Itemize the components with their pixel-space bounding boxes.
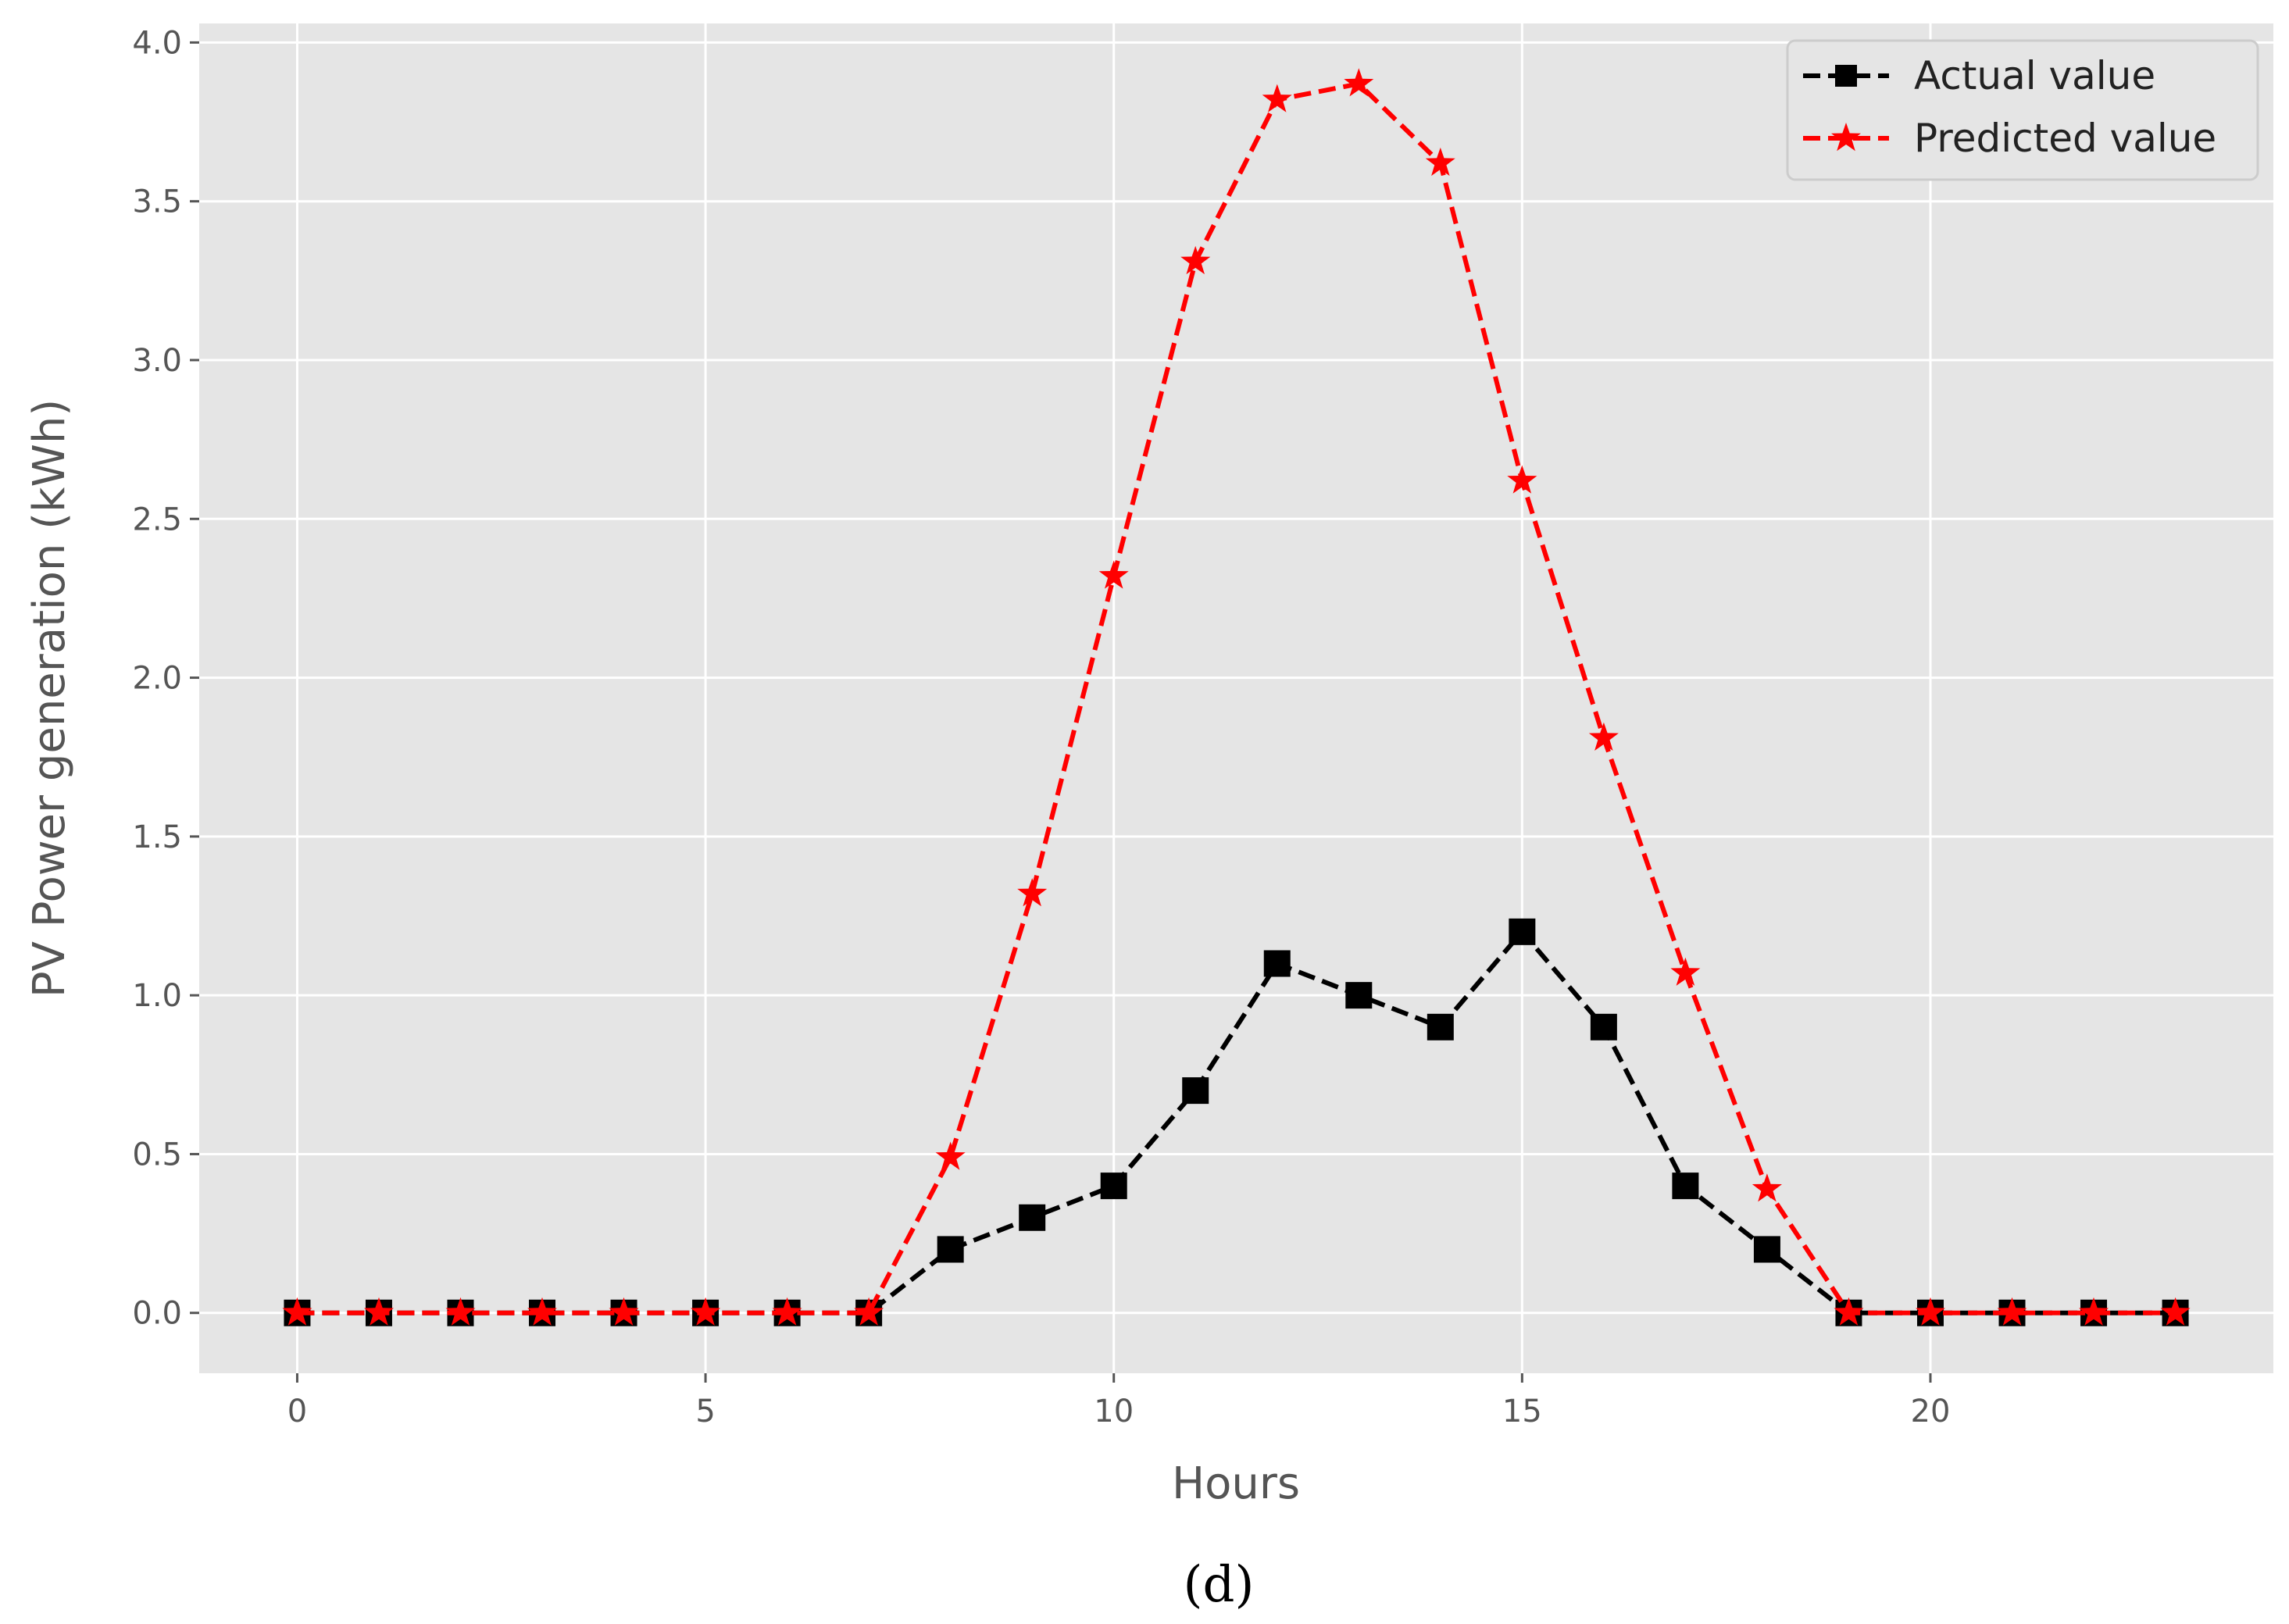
data-point [2160,1297,2191,1326]
y-tick-label: 2.5 [132,501,182,537]
data-point [1180,245,1211,275]
legend-label-actual: Actual value [1914,53,2155,98]
data-point [691,1297,721,1326]
legend: Actual value Predicted value [1786,39,2259,181]
plot-area [199,23,2273,1373]
data-point [1752,1173,1782,1202]
data-point [1263,950,1291,977]
data-point [1916,1297,1945,1326]
data-point [772,1297,802,1326]
y-tick-label: 2.0 [132,661,182,697]
data-point [1509,918,1536,945]
data-point [1425,147,1455,177]
y-tick-label: 0.5 [132,1137,182,1172]
y-tick-label: 1.5 [132,819,182,855]
x-tick-label: 5 [695,1394,715,1429]
x-tick-label: 20 [1911,1394,1951,1429]
y-axis-label: PV Power generation (kWh) [24,399,75,998]
x-axis-ticks: 0 5 10 15 20 [287,1373,1951,1429]
legend-box [1786,39,2259,181]
data-point [1670,957,1701,986]
data-point [854,1297,884,1326]
x-tick-label: 10 [1094,1394,1134,1429]
data-point [1262,84,1292,112]
legend-label-predicted: Predicted value [1914,116,2216,161]
data-point [937,1236,964,1263]
data-point [1507,465,1537,494]
data-point [1427,1013,1454,1040]
data-point [1100,1172,1127,1200]
y-tick-label: 1.0 [132,978,182,1014]
data-point [1672,1172,1699,1200]
data-point [2079,1297,2109,1326]
y-tick-label: 0.0 [132,1296,182,1332]
y-tick-label: 4.0 [132,25,182,61]
data-point [282,1297,312,1326]
x-axis-label: Hours [1172,1458,1300,1509]
series-line [297,81,2176,1315]
data-point [609,1297,639,1326]
data-point [1753,1236,1780,1263]
data-point [1590,1013,1617,1040]
data-point [1834,1297,1864,1326]
legend-marker-predicted [1831,123,1861,152]
data-point [527,1297,557,1326]
data-point [1098,560,1129,589]
series-layer [282,68,2191,1326]
data-point [1182,1077,1209,1105]
x-tick-label: 15 [1502,1394,1542,1429]
data-point [1019,1204,1046,1231]
data-point [1344,68,1374,97]
data-point [1588,722,1619,751]
series-predicted [282,68,2191,1326]
data-point [1345,982,1373,1009]
y-tick-label: 3.5 [132,184,182,220]
data-point [1997,1297,2027,1326]
y-tick-label: 3.0 [132,343,182,379]
data-point [363,1297,394,1326]
data-point [445,1297,476,1326]
y-axis-ticks: 0.0 0.5 1.0 1.5 2.0 2.5 3.0 3.5 4.0 [132,25,199,1332]
x-tick-label: 0 [287,1394,307,1429]
data-point [1017,878,1048,907]
data-point [935,1141,966,1170]
panel-label: (d) [1184,1556,1255,1614]
legend-marker-actual [1835,65,1857,87]
